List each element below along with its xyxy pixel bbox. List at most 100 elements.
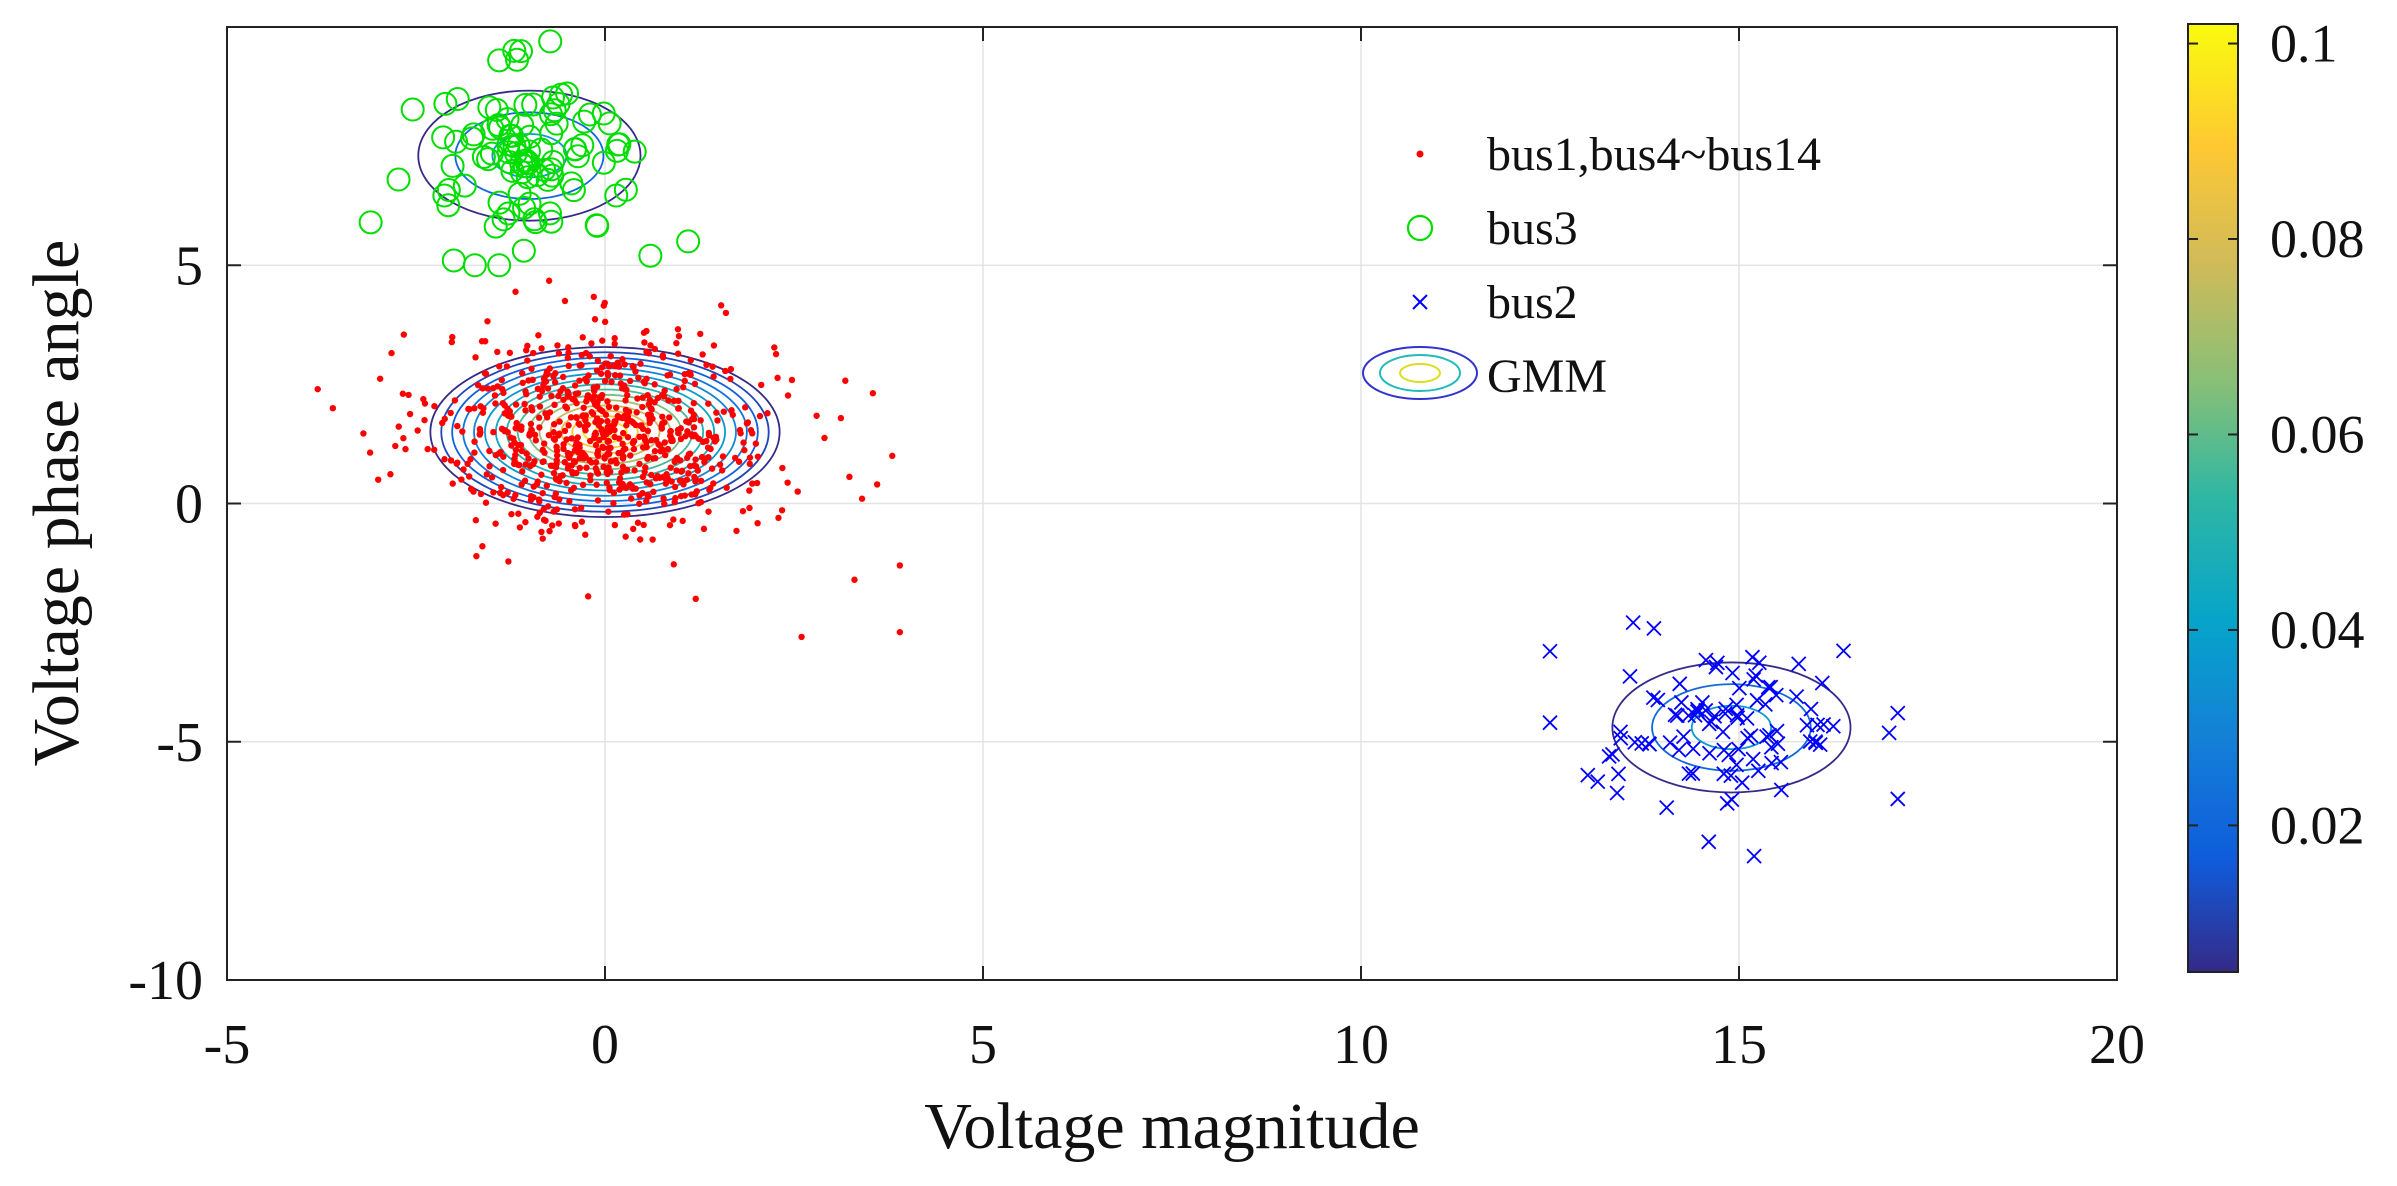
bus1-point	[460, 466, 467, 473]
bus1-point	[541, 449, 548, 456]
bus1-point	[601, 299, 608, 307]
bus1-point	[610, 500, 617, 507]
bus1-point	[400, 331, 408, 338]
bus1-point	[479, 543, 486, 550]
bus3-point	[676, 229, 701, 254]
bus1-point	[669, 437, 676, 445]
legend-marker-gmm	[1362, 346, 1478, 400]
bus2-point-stroke	[1724, 665, 1741, 681]
bus2-point	[1716, 742, 1732, 758]
y-tick-label: -10	[128, 950, 203, 1012]
bus1-point	[483, 471, 490, 478]
bus1-point	[565, 391, 572, 399]
bus3-point	[505, 47, 530, 72]
bus1-point	[700, 525, 708, 533]
bus1-point	[662, 451, 669, 459]
bus1-point	[490, 489, 497, 496]
bus1-point	[752, 440, 760, 447]
bus1-point	[690, 399, 698, 407]
bus2-point	[1609, 785, 1625, 801]
bus1-point	[661, 439, 668, 446]
bus2-point	[1748, 668, 1764, 684]
bus2-point	[1724, 665, 1741, 681]
bus1-point	[454, 422, 461, 430]
bus2-point-stroke	[1580, 767, 1596, 783]
bus1-point	[675, 332, 683, 340]
bus1-point	[519, 370, 526, 377]
bus2-point	[1803, 701, 1819, 717]
bus1-point	[687, 407, 695, 414]
bus1-point	[329, 405, 337, 412]
bus1-point	[588, 409, 595, 416]
bus2-point-stroke	[1701, 834, 1717, 850]
bus1-point	[591, 431, 598, 438]
bus1-point	[779, 464, 786, 472]
bus1-point	[639, 444, 647, 451]
bus1-point	[530, 349, 537, 357]
bus1-point	[506, 349, 514, 357]
bus1-point	[685, 470, 692, 477]
bus1-point	[503, 363, 511, 370]
bus2-point-stroke	[1609, 785, 1625, 801]
bus1-point	[600, 444, 607, 452]
bus1-point	[640, 521, 647, 529]
bus1-point	[821, 434, 828, 442]
bus3-point	[538, 29, 563, 54]
bus1-point	[464, 460, 471, 468]
bus1-point	[566, 498, 573, 505]
bus1-point	[439, 419, 446, 427]
y-axis-label: Voltage phase angle	[20, 240, 93, 767]
bus1-point	[555, 350, 563, 357]
bus1-point	[639, 403, 646, 411]
bus1-point	[587, 472, 594, 479]
bus1-point	[684, 428, 691, 435]
bus2-point-stroke	[1612, 724, 1629, 740]
bus3-point	[477, 95, 502, 120]
bus1-point	[660, 495, 667, 502]
bus2-point-stroke	[1749, 692, 1765, 708]
bus1-point	[690, 424, 698, 431]
bus1-point	[813, 412, 820, 419]
bus1-point	[600, 463, 607, 471]
bus3-point	[444, 129, 469, 154]
bus2-point-stroke	[1622, 668, 1638, 685]
colorbar-gradient	[2187, 23, 2239, 973]
x-axis-label: Voltage magnitude	[924, 1090, 1420, 1163]
bus2-point	[1750, 763, 1766, 779]
bus2-point	[1694, 694, 1711, 711]
bus1-point	[516, 524, 524, 531]
bus1-point	[604, 418, 611, 425]
bus1-point	[579, 412, 587, 419]
bus1-point	[531, 431, 539, 439]
bus1-point	[608, 378, 615, 386]
bus2-point	[1808, 735, 1824, 751]
bus1-point	[375, 476, 382, 483]
bus1-point	[683, 476, 691, 483]
bus1-point	[607, 352, 614, 360]
bus1-point	[889, 452, 896, 460]
bus1-point	[720, 408, 728, 415]
legend-label-bus1: bus1,bus4~bus14	[1487, 128, 1821, 181]
bus2-point-stroke	[1659, 800, 1675, 816]
bus1-point	[546, 527, 553, 535]
bus1-point	[896, 562, 904, 569]
bus3-point	[515, 165, 540, 190]
bus1-point	[673, 385, 680, 393]
bus2-point-stroke	[1743, 728, 1759, 744]
bus1-point	[579, 334, 586, 341]
bus1-point	[619, 455, 627, 462]
bus1-point	[591, 387, 598, 395]
bus1-point	[579, 481, 587, 489]
bus1-point	[616, 372, 624, 379]
bus1-point	[742, 404, 749, 411]
bus1-point	[740, 439, 747, 446]
bus1-point	[615, 363, 623, 370]
bus1-point	[551, 493, 558, 501]
bus1-point	[659, 446, 667, 454]
bus2-point-stroke	[1773, 782, 1789, 798]
bus1-point	[681, 377, 688, 385]
bus1-point	[490, 428, 497, 436]
bus1-point	[644, 492, 651, 499]
bus1-point	[447, 409, 454, 417]
bus1-point	[705, 400, 712, 407]
